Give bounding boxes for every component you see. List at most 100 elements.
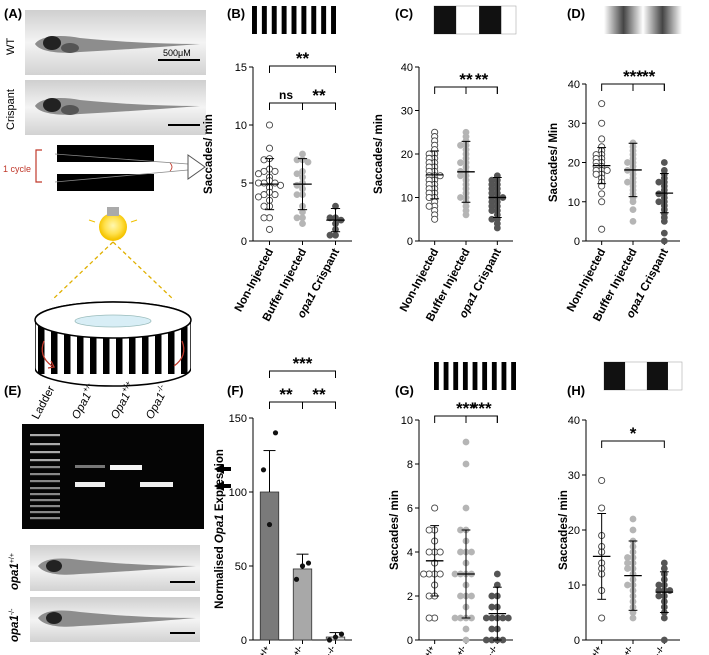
data-point <box>629 614 637 622</box>
data-point <box>299 220 306 227</box>
data-point <box>254 193 263 201</box>
drum-stripe <box>103 318 110 374</box>
ladder-band <box>30 473 60 476</box>
data-point <box>425 614 433 622</box>
fish-gene: opa1 <box>9 563 21 590</box>
y-tick-label: 30 <box>568 118 580 130</box>
data-point <box>660 229 668 237</box>
data-point <box>326 637 333 643</box>
opa1-ko-fish-photo <box>30 597 200 642</box>
data-point <box>436 570 444 578</box>
data-point <box>598 119 606 127</box>
significance-label: ** <box>459 70 473 89</box>
y-tick-label: 4 <box>407 547 413 559</box>
y-axis-label: Saccades/ Min <box>548 123 560 202</box>
ladder-band <box>30 459 60 462</box>
data-point <box>462 211 470 219</box>
data-point <box>425 193 433 202</box>
data-point <box>462 625 470 633</box>
y-tick-label: 50 <box>235 561 247 573</box>
data-point <box>457 172 464 180</box>
grating-bar <box>261 6 267 34</box>
y-axis-label: Normalised Opa1 Expression <box>214 449 226 609</box>
grating-bar <box>482 362 488 390</box>
y-axis-label: Saccades/ min <box>373 114 385 194</box>
data-point <box>624 581 631 589</box>
y-tick-label: 20 <box>401 149 413 161</box>
y-axis-label: Saccades/ min <box>203 114 215 194</box>
data-point <box>655 178 663 186</box>
data-point <box>293 191 301 198</box>
grating-bar <box>646 362 668 390</box>
drum-stripe <box>51 318 58 374</box>
significance-label: *** <box>456 399 476 418</box>
data-point <box>293 181 301 189</box>
data-point <box>420 570 428 578</box>
grating-schematic <box>35 145 206 191</box>
x-category-label: opa1+/- <box>442 644 472 655</box>
data-point <box>425 548 433 556</box>
x-category-label: opa1+/- <box>279 644 309 655</box>
ladder-band <box>30 451 60 454</box>
data-point <box>488 603 496 611</box>
data-point <box>598 190 606 198</box>
category-gene: opa1 <box>315 652 338 655</box>
data-point <box>304 158 312 166</box>
grating-bar <box>252 6 257 34</box>
panel-label: (F) <box>227 383 244 398</box>
drum-mask <box>191 300 221 390</box>
grating-bar <box>311 6 317 34</box>
data-point <box>431 215 439 223</box>
significance-label: ** <box>475 70 489 89</box>
y-tick-label: 40 <box>401 62 413 74</box>
panel-label: (G) <box>395 383 414 398</box>
significance-label: * <box>630 424 637 443</box>
y-tick-label: 0 <box>241 635 247 647</box>
panel-label: (B) <box>227 6 245 21</box>
data-point <box>655 198 663 206</box>
significance-label: ** <box>312 385 326 404</box>
drum-stripe <box>38 318 45 374</box>
panel-label-a: (A) <box>4 6 22 21</box>
significance-bracket <box>601 440 665 448</box>
data-point <box>482 636 490 644</box>
data-point <box>299 150 306 158</box>
data-point <box>598 504 606 512</box>
data-point <box>462 636 470 644</box>
stimulus-icon <box>433 5 517 35</box>
x-category-label: opa1+/+ <box>245 644 276 655</box>
data-point <box>598 614 606 622</box>
significance-label: ** <box>642 67 656 86</box>
data-point <box>624 178 631 186</box>
data-point <box>655 592 663 600</box>
category-genotype: +/- <box>622 644 635 655</box>
category-genotype: -/- <box>325 644 337 655</box>
grating-bar <box>434 6 457 34</box>
y-label-part: Expression <box>214 449 226 514</box>
data-point <box>592 170 600 178</box>
data-point <box>457 592 464 600</box>
data-point <box>338 631 345 637</box>
data-point <box>265 144 274 152</box>
category-genotype: -/- <box>487 644 499 655</box>
data-point <box>493 570 501 578</box>
x-category-label: opa1+/- <box>609 644 639 655</box>
y-tick-label: 10 <box>235 120 247 132</box>
data-point <box>660 636 668 644</box>
drum-stripe <box>142 318 149 374</box>
y-label-part: Normalised <box>214 543 226 609</box>
category-genotype: +/- <box>291 644 304 655</box>
data-point <box>276 181 285 189</box>
y-tick-label: 40 <box>568 415 580 427</box>
cycle-label: 1 cycle <box>3 164 31 174</box>
panel-label: (D) <box>567 6 585 21</box>
y-tick-label: 30 <box>401 106 413 118</box>
panel-label-e: (E) <box>4 383 21 398</box>
data-point <box>271 167 279 175</box>
data-point <box>598 225 606 233</box>
significance-label: *** <box>293 354 313 373</box>
ladder-band <box>30 505 60 508</box>
y-tick-label: 0 <box>407 236 413 248</box>
